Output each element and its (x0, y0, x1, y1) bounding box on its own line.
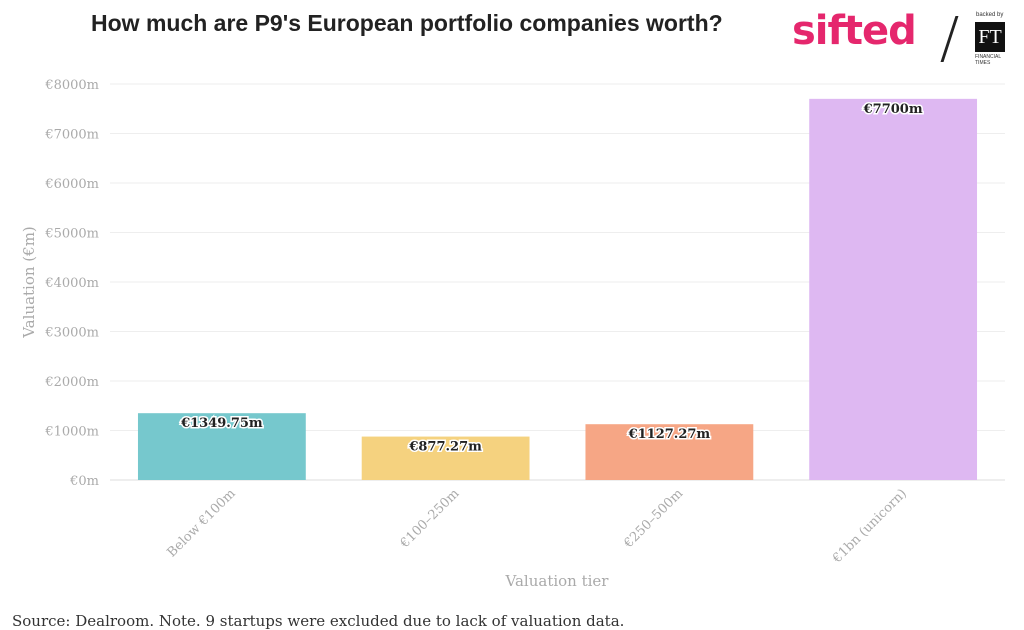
y-tick-label: €5000m (44, 227, 99, 242)
y-tick-label: €7000m (44, 128, 99, 143)
bar (137, 413, 306, 480)
chart-title: How much are P9's European portfolio com… (91, 10, 723, 36)
y-tick-label: €3000m (44, 326, 99, 341)
backed-by-text: backed by (976, 12, 1004, 18)
y-axis-ticks: €0m €1000m €2000m €3000m €4000m €5000m €6000m €… (44, 78, 99, 489)
x-axis-ticks: Below €100m €100–250m €250–500m €1bn (unico… (165, 486, 910, 567)
bars: €1349.75m €877.27m €1127.27m €7700m (137, 98, 978, 480)
ft-mark: FT (978, 25, 1002, 48)
bar (809, 98, 978, 480)
y-tick-label: €8000m (44, 78, 99, 93)
data-label: €7700m (863, 102, 923, 117)
ft-logo-icon: FT (975, 22, 1005, 52)
data-label: €1127.27m (628, 427, 711, 442)
bar (361, 436, 530, 480)
y-axis-label: Valuation (€m) (20, 226, 38, 339)
y-tick-label: €2000m (44, 375, 99, 390)
y-tick-label: €4000m (44, 276, 99, 291)
bar (585, 424, 754, 480)
y-tick-label: €0m (69, 474, 99, 489)
x-axis-label: Valuation tier (505, 572, 610, 590)
x-tick-label: €1bn (unicorn) (829, 486, 910, 567)
source-note: Source: Dealroom. Note. 9 startups were … (12, 612, 625, 630)
y-tick-label: €1000m (44, 425, 99, 440)
ft-name-text: FINANCIAL TIMES (975, 54, 1001, 66)
y-tick-label: €6000m (44, 177, 99, 192)
sifted-brand-text: sifted (792, 8, 917, 54)
x-tick-label: €100–250m (397, 486, 463, 552)
data-label: €1349.75m (180, 416, 263, 431)
x-tick-label: €250–500m (621, 486, 687, 552)
sifted-ft-logo: sifted backed by FT FINANCIAL TIMES (792, 8, 1014, 66)
x-tick-label: Below €100m (165, 486, 239, 560)
data-label: €877.27m (408, 440, 482, 455)
